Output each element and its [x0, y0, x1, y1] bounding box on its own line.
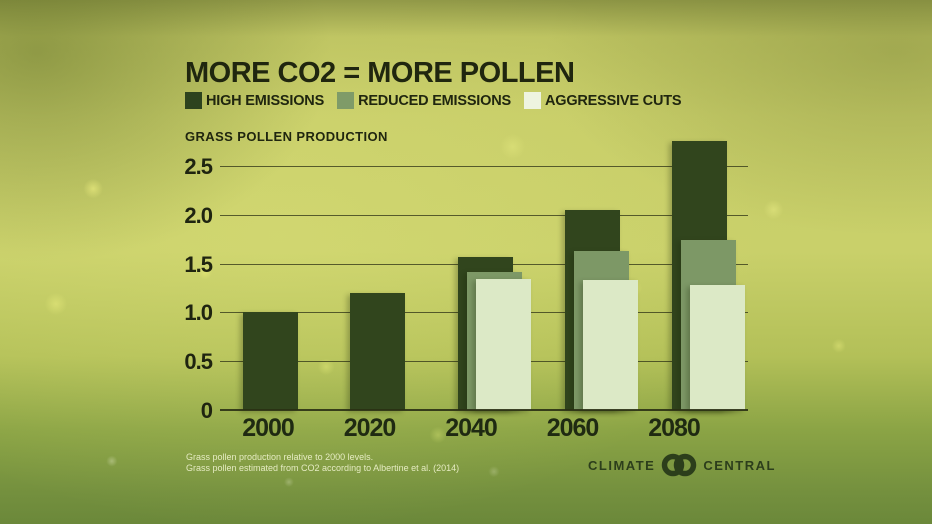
x-axis-line — [220, 409, 748, 411]
legend-label: REDUCED EMISSIONS — [358, 92, 511, 109]
bar-aggressive-cuts-2040 — [475, 279, 531, 410]
legend-swatch — [337, 92, 355, 109]
x-axis-label: 2080 — [648, 414, 701, 442]
logo-word-climate: CLIMATE — [588, 457, 656, 473]
y-axis-tick-label: 2.0 — [184, 202, 213, 228]
legend-item: HIGH EMISSIONS — [185, 92, 324, 109]
y-axis-tick-label: 1.0 — [184, 300, 213, 326]
footnote-line: Grass pollen estimated from CO2 accordin… — [186, 462, 460, 473]
legend-item: REDUCED EMISSIONS — [337, 92, 511, 109]
interlocking-rings-icon — [662, 453, 697, 477]
legend-label: AGGRESSIVE CUTS — [544, 92, 682, 109]
page-title: MORE CO2 = MORE POLLEN — [185, 57, 575, 89]
y-axis-tick-label: 1.5 — [184, 251, 213, 277]
y-axis-tick-label: 0.5 — [184, 349, 213, 375]
y-axis-tick-label: 2.5 — [184, 154, 213, 179]
y-axis-tick-label: 0 — [200, 398, 213, 423]
climate-central-logo: CLIMATE CENTRAL — [588, 452, 776, 478]
legend: HIGH EMISSIONS REDUCED EMISSIONS AGGRESSIV… — [185, 92, 682, 109]
gridline — [220, 166, 748, 167]
bar-aggressive-cuts-2060 — [582, 280, 638, 410]
x-axis-label: 2060 — [546, 414, 600, 442]
gridline — [220, 214, 748, 216]
footnotes: Grass pollen production relative to 2000… — [186, 452, 459, 473]
legend-swatch — [523, 92, 541, 109]
bar-high-emissions-2000 — [243, 312, 298, 410]
x-axis-label: 2040 — [445, 414, 498, 442]
chart-title: GRASS POLLEN PRODUCTION — [185, 129, 388, 144]
x-axis-label: 2020 — [343, 414, 397, 442]
x-axis-label: 2000 — [242, 414, 295, 442]
legend-label: HIGH EMISSIONS — [206, 92, 325, 109]
legend-swatch — [185, 92, 202, 109]
bar-aggressive-cuts-2080 — [690, 285, 745, 410]
logo-word-central: CENTRAL — [703, 457, 776, 473]
footnote-line: Grass pollen production relative to 2000… — [186, 452, 374, 462]
bar-high-emissions-2020 — [350, 292, 406, 410]
legend-item: AGGRESSIVE CUTS — [523, 92, 682, 109]
